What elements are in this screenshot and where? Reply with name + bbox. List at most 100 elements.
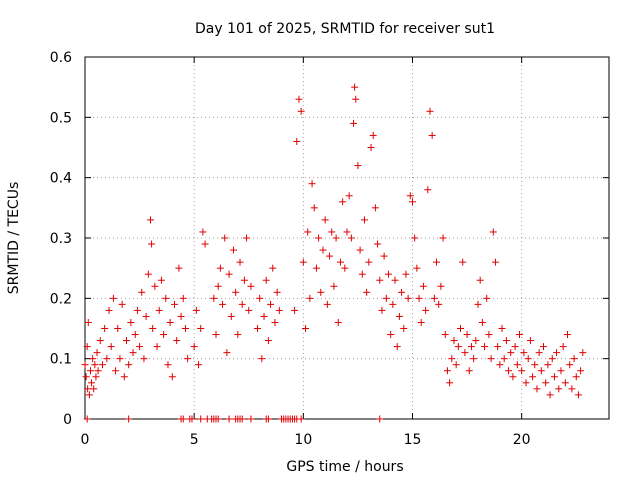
chart-title: Day 101 of 2025, SRMTID for receiver sut… [195,21,495,37]
y-tick-label: 0.1 [50,352,72,368]
data-point [572,373,580,381]
data-point [476,276,484,284]
data-point [225,415,233,423]
data-point [470,355,478,363]
data-point [472,337,480,345]
data-point [308,180,316,188]
data-point [537,367,545,375]
data-point [406,192,414,200]
data-point [343,228,351,236]
data-point [426,107,434,115]
data-point [457,325,465,332]
x-tick-label: 0 [81,432,90,448]
data-point [149,325,157,332]
data-point [293,137,301,145]
data-point [114,325,122,332]
data-point [574,391,582,399]
data-point [555,385,563,393]
data-point [98,361,106,369]
data-point [192,306,200,314]
data-point [109,294,117,302]
data-point [264,415,272,423]
data-point [437,282,445,290]
data-point [350,119,358,127]
data-point [461,349,469,357]
data-point [82,373,90,381]
data-point [302,325,310,332]
data-point [474,300,482,308]
data-point [511,343,519,351]
data-point [332,234,340,242]
data-point [92,373,100,381]
data-point [240,276,248,284]
data-point [548,355,556,363]
data-point [341,264,349,272]
y-tick-label: 0.3 [50,231,72,247]
data-point [360,216,368,224]
data-point [260,312,268,320]
data-point [356,246,364,254]
data-point [201,240,209,248]
data-point [219,300,227,308]
data-point [489,228,497,236]
plot-frame [84,56,610,420]
data-point [446,379,454,387]
data-point [435,300,443,308]
data-point [395,312,403,320]
data-point [164,361,172,369]
data-point [125,361,133,369]
y-tick-label: 0 [63,412,72,428]
data-point [371,204,379,212]
series-srmtid [81,83,587,423]
data-point [354,162,362,170]
data-point [88,379,96,387]
data-point [579,349,587,357]
data-point [533,385,541,393]
x-tick-label: 10 [294,432,312,448]
data-point [86,367,94,375]
data-point [103,355,111,363]
data-point [546,391,554,399]
data-point [197,325,205,332]
data-point [463,331,471,339]
data-point [577,367,585,375]
data-point [515,331,523,339]
data-point [273,288,281,296]
x-axis-label: GPS time / hours [286,459,403,475]
data-point [483,294,491,302]
data-point [553,349,561,357]
data-point [214,415,222,423]
data-point [319,246,327,254]
data-point [304,228,312,236]
data-point [175,264,183,272]
data-point [520,349,528,357]
data-point [214,282,222,290]
data-point [275,306,283,314]
data-point [465,367,473,375]
data-point [557,367,565,375]
data-point [422,306,430,314]
data-point [559,343,567,351]
data-point [181,325,189,332]
data-point [496,361,504,369]
data-point [566,361,574,369]
data-point [105,306,113,314]
data-point [81,361,89,369]
data-point [122,337,130,345]
data-point [334,318,342,326]
data-point [378,306,386,314]
x-axis: 0 5 10 15 20 [81,57,531,448]
data-point [177,312,185,320]
data-point [570,355,578,363]
data-point [376,276,384,284]
data-point [131,331,139,339]
data-point [326,252,334,260]
data-point [147,216,154,224]
data-point [561,379,569,387]
data-point [162,294,170,302]
data-point [398,288,406,296]
data-point [365,258,373,266]
data-point [529,373,537,381]
data-point [229,246,237,254]
data-point [509,373,517,381]
